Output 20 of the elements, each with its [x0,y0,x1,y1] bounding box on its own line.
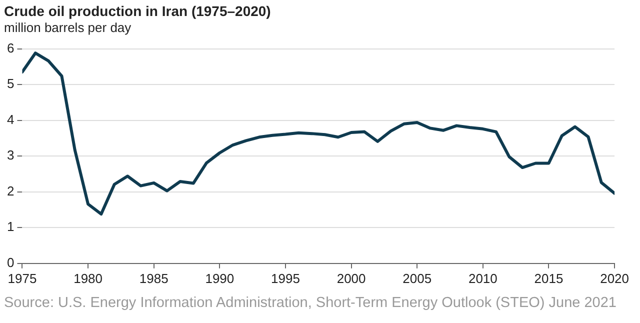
x-tick-label: 1985 [139,270,168,286]
y-tick-label: 5 [6,76,14,92]
y-tick-label: 4 [6,112,14,127]
x-tick-label: 2010 [468,270,498,286]
x-tick-label: 1980 [74,270,103,286]
x-tick-label: 2000 [336,270,366,286]
y-axis-title: million barrels per day [4,20,132,35]
x-tick-label: 1995 [271,270,300,286]
x-tick-label: 2005 [402,270,432,286]
y-tick-label: 6 [6,40,14,56]
x-tick-label: 1990 [205,270,234,286]
y-tick-label: 2 [6,183,14,198]
y-tick-label: 1 [6,219,14,234]
y-tick-label: 3 [6,148,14,163]
x-tick-label: 2020 [600,270,629,286]
y-tick-label: 0 [6,254,14,270]
chart-title: Crude oil production in Iran (1975–2020) [4,3,271,19]
x-tick-label: 1975 [8,270,37,286]
source-note: Source: U.S. Energy Information Administration, Short-Term Energy Outlook (STEO) June 2021 [4,295,616,311]
x-tick-label: 2015 [534,270,564,286]
